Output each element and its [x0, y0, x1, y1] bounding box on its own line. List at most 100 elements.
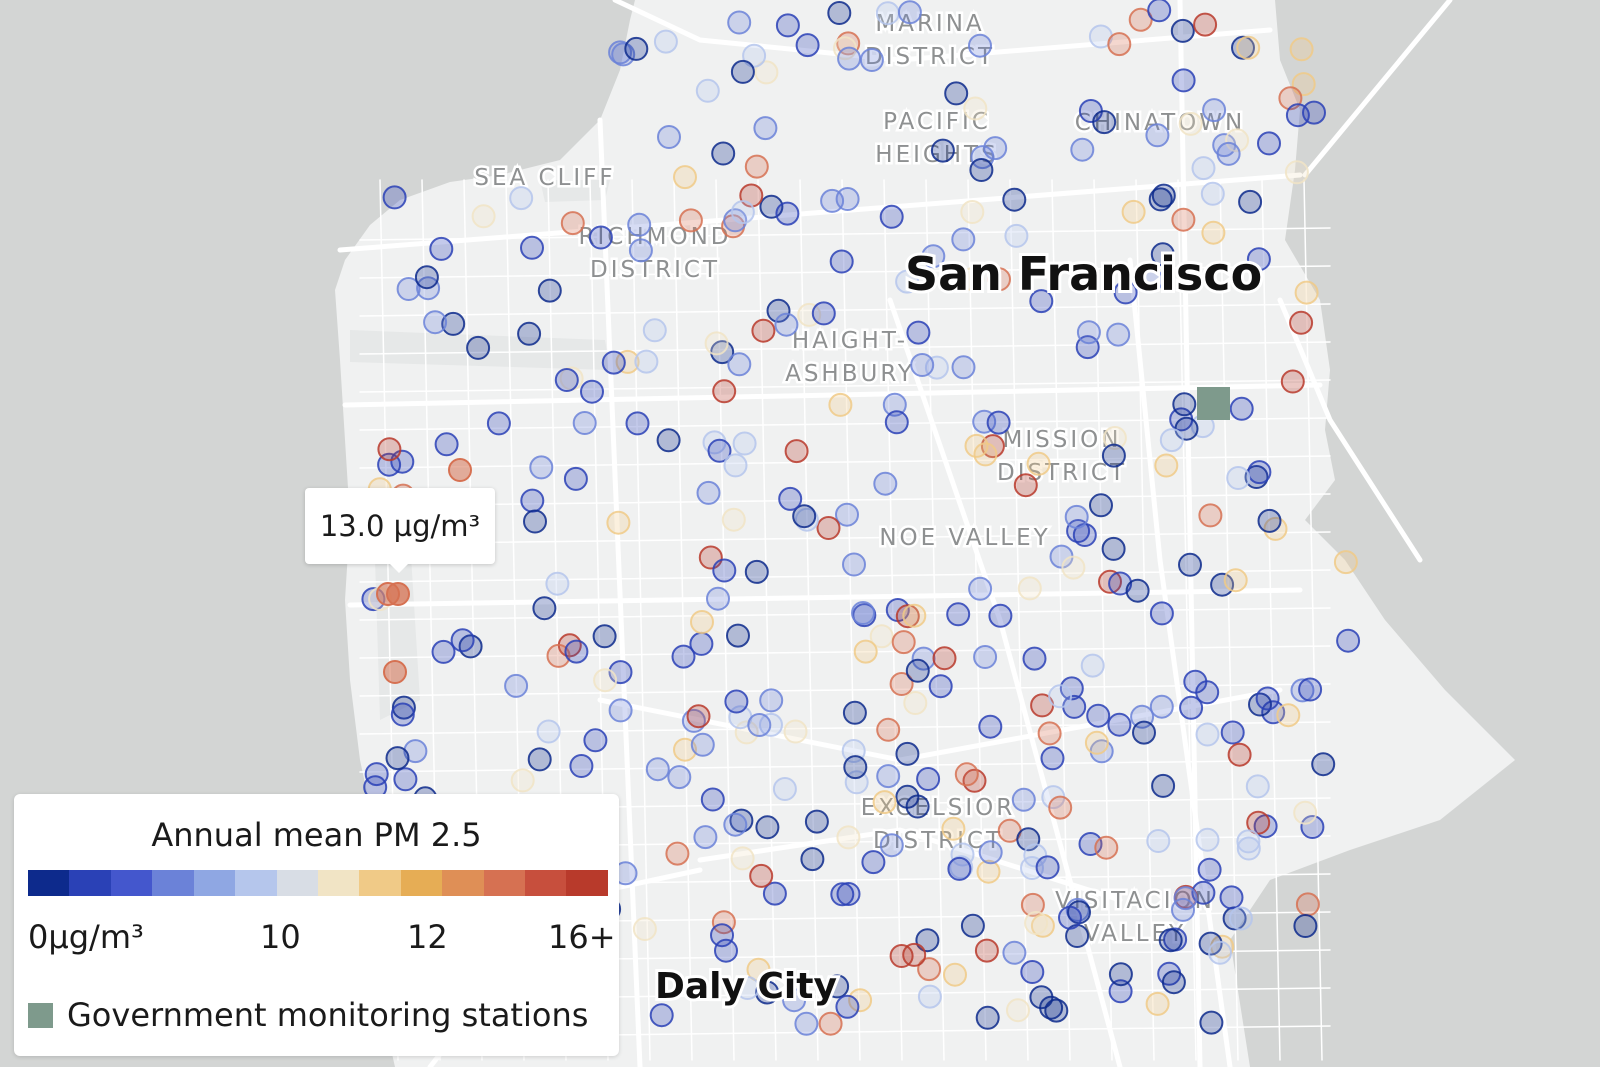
sensor-circle[interactable] — [842, 700, 867, 725]
sensor-circle[interactable] — [1198, 503, 1223, 528]
sensor-circle[interactable] — [946, 602, 971, 627]
sensor-circle[interactable] — [1231, 35, 1255, 60]
sensor-circle[interactable] — [1295, 892, 1320, 917]
sensor-circle[interactable] — [988, 603, 1013, 628]
sensor-circle[interactable] — [1158, 928, 1183, 953]
sensor-circle[interactable] — [916, 767, 941, 791]
sensor-circle[interactable] — [1035, 855, 1060, 880]
sensor-circle[interactable] — [884, 410, 909, 435]
sensor-circle[interactable] — [782, 988, 807, 1013]
sensor-circle[interactable] — [377, 437, 402, 462]
sensor-circle[interactable] — [466, 335, 491, 360]
sensor-circle[interactable] — [634, 349, 659, 374]
sensor-circle[interactable] — [872, 790, 897, 815]
sensor-circle[interactable] — [1225, 128, 1250, 153]
sensor-circle[interactable] — [1290, 678, 1315, 703]
sensor-circle[interactable] — [1236, 829, 1261, 854]
sensor-circle[interactable] — [873, 471, 898, 496]
sensor-circle[interactable] — [385, 746, 410, 771]
sensor-circle[interactable] — [601, 350, 626, 375]
sensor-circle[interactable] — [695, 78, 720, 103]
sensor-circle[interactable] — [891, 630, 916, 655]
sensor-circle[interactable] — [1002, 940, 1027, 965]
sensor-circle[interactable] — [1108, 962, 1133, 987]
sensor-circle[interactable] — [804, 809, 829, 834]
sensor-circle[interactable] — [583, 728, 608, 753]
sensor-circle[interactable] — [510, 768, 535, 793]
sensor-circle[interactable] — [527, 747, 552, 772]
sensor-circle[interactable] — [879, 833, 904, 858]
sensor-circle[interactable] — [523, 509, 547, 534]
sensor-circle[interactable] — [1195, 680, 1220, 705]
sensor-circle[interactable] — [1048, 795, 1073, 820]
sensor-circle[interactable] — [608, 698, 633, 723]
sensor-circle[interactable] — [1149, 601, 1174, 626]
sensor-circle[interactable] — [1024, 911, 1049, 935]
sensor-circle[interactable] — [1011, 787, 1036, 812]
sensor-circle[interactable] — [1154, 453, 1179, 478]
sensor-circle[interactable] — [1059, 676, 1084, 701]
sensor-circle[interactable] — [649, 1003, 674, 1028]
sensor-circle[interactable] — [774, 312, 799, 337]
sensor-circle[interactable] — [951, 355, 976, 380]
sensor-circle[interactable] — [1311, 752, 1336, 777]
sensor-circle[interactable] — [960, 913, 985, 938]
sensor-circle[interactable] — [905, 794, 930, 819]
sensor-circle[interactable] — [1017, 576, 1042, 601]
sensor-circle[interactable] — [1148, 187, 1173, 212]
sensor-circle[interactable] — [592, 624, 617, 649]
sensor-circle[interactable] — [1048, 684, 1073, 709]
sensor-circle[interactable] — [1132, 720, 1156, 745]
sensor-circle[interactable] — [1151, 773, 1176, 798]
sensor-circle[interactable] — [645, 757, 670, 782]
sensor-circle[interactable] — [391, 695, 416, 720]
sensor-circle[interactable] — [1101, 443, 1126, 468]
sensor-circle[interactable] — [1208, 940, 1232, 965]
sensor-circle[interactable] — [978, 840, 1003, 865]
sensor-circle[interactable] — [950, 842, 975, 867]
sensor-circle[interactable] — [986, 410, 1011, 435]
sensor-circle[interactable] — [390, 702, 415, 727]
sensor-circle[interactable] — [1023, 843, 1048, 868]
sensor-circle[interactable] — [772, 777, 797, 801]
sensor-circle[interactable] — [382, 185, 407, 210]
sensor-circle[interactable] — [628, 238, 653, 263]
sensor-circle[interactable] — [441, 311, 466, 336]
sensor-circle[interactable] — [588, 225, 613, 250]
sensor-circle[interactable] — [1191, 156, 1216, 181]
sensor-circle[interactable] — [968, 576, 993, 601]
sensor-circle[interactable] — [1080, 653, 1105, 678]
sensor-circle[interactable] — [1202, 98, 1227, 123]
sensor-circle[interactable] — [653, 29, 678, 54]
sensor-circle[interactable] — [712, 379, 737, 404]
sensor-circle[interactable] — [875, 1, 900, 26]
sensor-circle[interactable] — [1004, 223, 1029, 248]
sensor-circle[interactable] — [882, 392, 907, 417]
government-station-marker[interactable] — [1197, 387, 1230, 420]
sensor-circle[interactable] — [794, 1011, 819, 1036]
sensor-circle[interactable] — [624, 36, 649, 61]
sensor-circle[interactable] — [734, 720, 759, 745]
sensor-circle[interactable] — [704, 331, 729, 356]
sensor-circle[interactable] — [707, 438, 732, 463]
sensor-circle[interactable] — [906, 320, 931, 345]
sensor-circle[interactable] — [1195, 722, 1220, 747]
sensor-circle[interactable] — [835, 502, 859, 527]
sensor-circle[interactable] — [1201, 220, 1226, 245]
sensor-circle[interactable] — [751, 318, 776, 343]
sensor-circle[interactable] — [667, 765, 692, 790]
sensor-circle[interactable] — [1161, 970, 1186, 995]
sensor-circle[interactable] — [1293, 914, 1318, 938]
sensor-circle[interactable] — [1064, 504, 1089, 529]
sensor-circle[interactable] — [1108, 979, 1133, 1004]
sensor-circle[interactable] — [696, 480, 721, 505]
sensor-circle[interactable] — [811, 301, 836, 326]
sensor-circle[interactable] — [902, 942, 927, 967]
sensor-circle[interactable] — [1013, 473, 1038, 498]
sensor-circle[interactable] — [1171, 68, 1196, 93]
sensor-circle[interactable] — [902, 603, 927, 628]
sensor-circle[interactable] — [1228, 906, 1253, 931]
sensor-circle[interactable] — [753, 116, 778, 141]
sensor-circle[interactable] — [1238, 189, 1263, 214]
sensor-circle[interactable] — [1040, 746, 1065, 771]
